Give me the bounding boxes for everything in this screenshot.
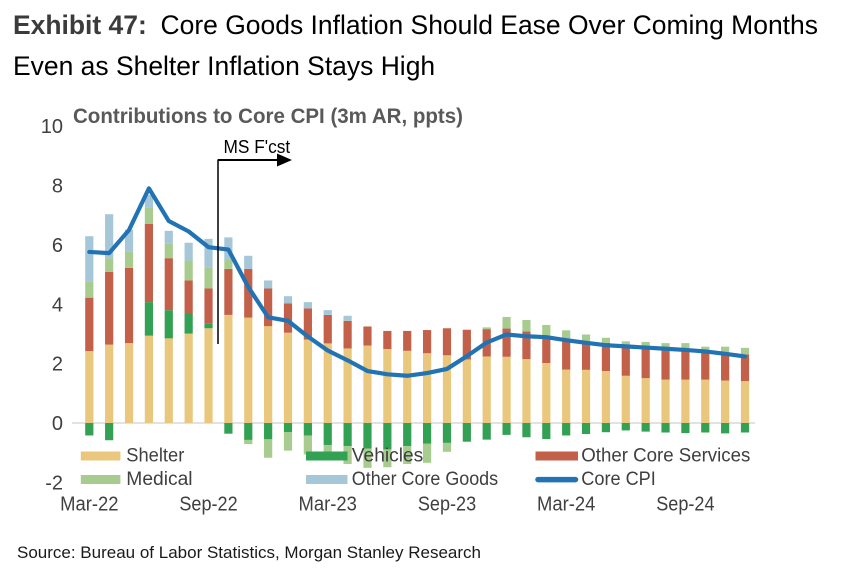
svg-text:-2: -2 [45,473,63,495]
svg-text:Sep-23: Sep-23 [418,494,476,516]
svg-text:Mar-23: Mar-23 [299,494,357,516]
svg-text:Mar-22: Mar-22 [60,494,118,516]
svg-text:4: 4 [52,294,63,316]
svg-text:Core CPI: Core CPI [581,469,656,490]
svg-text:Sep-24: Sep-24 [656,494,714,516]
svg-text:Mar-24: Mar-24 [537,494,595,516]
svg-text:Other Core Goods: Other Core Goods [352,469,498,490]
svg-text:Shelter: Shelter [126,446,185,467]
svg-text:2: 2 [52,354,63,376]
svg-text:Vehicles: Vehicles [352,446,424,467]
svg-text:Other Core Services: Other Core Services [581,446,750,467]
svg-text:MS F'cst: MS F'cst [224,137,291,157]
svg-text:0: 0 [52,413,63,435]
svg-text:Sep-22: Sep-22 [179,494,237,516]
svg-text:6: 6 [52,235,63,257]
svg-text:Medical: Medical [126,469,192,490]
svg-text:10: 10 [41,116,63,138]
svg-text:8: 8 [52,176,63,198]
